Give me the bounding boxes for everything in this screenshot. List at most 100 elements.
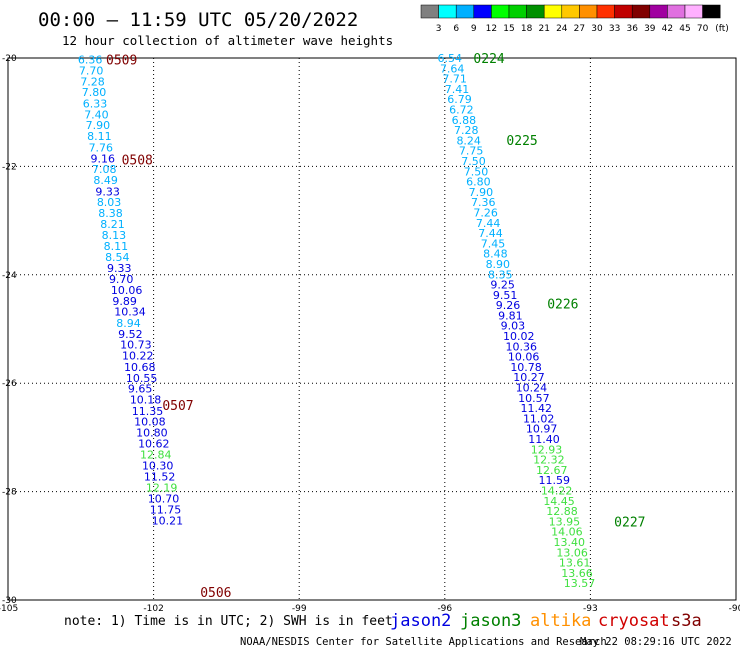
wave-height-label: 10.57 bbox=[518, 392, 550, 405]
legend-cryosat: cryosat bbox=[598, 611, 670, 631]
wave-height-label: 9.33 bbox=[95, 185, 120, 198]
color-swatch bbox=[473, 4, 492, 19]
wave-height-label: 10.70 bbox=[148, 493, 180, 506]
color-scale-tick: 12 bbox=[486, 24, 497, 34]
wave-height-label: 10.80 bbox=[136, 427, 168, 440]
footer-timestamp: May 22 08:29:16 UTC 2022 bbox=[580, 636, 732, 648]
color-scale-tick: 45 bbox=[679, 24, 690, 34]
wave-height-label: 9.81 bbox=[498, 309, 522, 322]
wave-height-label: 8.11 bbox=[104, 240, 128, 253]
wave-height-label: 14.22 bbox=[541, 485, 573, 498]
wave-height-label: 10.73 bbox=[120, 339, 152, 352]
wave-height-label: 10.55 bbox=[126, 372, 158, 385]
wave-height-label: 8.49 bbox=[93, 174, 118, 187]
wave-height-label: 11.42 bbox=[521, 402, 553, 415]
color-scale-tick: 9 bbox=[471, 24, 477, 34]
wave-height-label: 7.40 bbox=[84, 108, 109, 121]
wave-height-label: 10.34 bbox=[114, 306, 145, 319]
wave-height-label: 8.11 bbox=[87, 130, 112, 143]
time-label: 0226 bbox=[547, 298, 578, 313]
wave-height-label: 8.24 bbox=[456, 134, 481, 147]
color-scale-tick: 36 bbox=[626, 24, 638, 34]
wave-height-label: 8.48 bbox=[483, 248, 508, 261]
time-label: 0509 bbox=[106, 54, 137, 69]
wave-height-label: 14.06 bbox=[551, 526, 583, 539]
color-swatch bbox=[579, 4, 598, 19]
wave-height-label: 6.54 bbox=[438, 52, 463, 65]
wave-height-label: 7.76 bbox=[89, 141, 114, 154]
color-scale-tick: 27 bbox=[574, 24, 585, 34]
wave-height-label: 10.68 bbox=[124, 361, 155, 374]
color-scale-tick: 18 bbox=[521, 24, 533, 34]
wave-height-label: 7.28 bbox=[80, 75, 105, 88]
wave-height-label: 8.21 bbox=[100, 218, 125, 231]
wave-height-label: 6.79 bbox=[447, 93, 472, 106]
wave-height-label: 9.65 bbox=[128, 383, 153, 396]
color-swatch bbox=[631, 4, 651, 19]
wave-height-label: 8.13 bbox=[102, 229, 127, 242]
wave-height-label: 8.54 bbox=[105, 251, 130, 264]
wave-height-label: 10.21 bbox=[152, 514, 184, 527]
wave-height-label: 6.33 bbox=[83, 98, 108, 111]
color-scale-tick: 15 bbox=[503, 24, 514, 34]
wave-height-label: 7.44 bbox=[478, 227, 503, 240]
wave-height-label: 7.41 bbox=[445, 83, 470, 96]
wave-height-label: 7.70 bbox=[79, 64, 104, 77]
chart-title: 00:00 – 11:59 UTC 05/20/2022 bbox=[38, 9, 358, 31]
color-swatch bbox=[526, 4, 545, 19]
wave-height-label: 13.40 bbox=[554, 536, 586, 549]
legend-altika: altika bbox=[530, 611, 591, 631]
wave-height-label: 12.88 bbox=[546, 505, 578, 518]
wave-height-label: 10.06 bbox=[508, 351, 539, 364]
wave-height-label: 13.95 bbox=[549, 515, 581, 528]
color-swatch bbox=[684, 4, 703, 19]
color-swatch bbox=[491, 4, 510, 19]
time-label: 0225 bbox=[506, 134, 537, 149]
wave-height-label: 10.97 bbox=[526, 423, 558, 436]
chart-subtitle: 12 hour collection of altimeter wave hei… bbox=[62, 33, 393, 48]
wave-height-label: 11.59 bbox=[538, 474, 570, 487]
color-scale-tick: 30 bbox=[591, 24, 603, 34]
y-tick-label: -22 bbox=[2, 162, 17, 172]
color-swatch bbox=[667, 4, 686, 19]
plot-frame bbox=[7, 57, 737, 601]
wave-height-label: 6.36 bbox=[78, 54, 103, 67]
wave-height-label: 14.45 bbox=[543, 495, 575, 508]
wave-height-label: 13.61 bbox=[559, 557, 591, 570]
color-scale-tick: 21 bbox=[538, 24, 549, 34]
wave-height-label: 10.22 bbox=[122, 350, 154, 363]
color-scale-tick: 24 bbox=[556, 24, 568, 34]
wave-height-label: 7.50 bbox=[464, 165, 489, 178]
color-swatch bbox=[614, 4, 633, 19]
x-tick-label: -102 bbox=[143, 604, 163, 614]
legend-jason2: jason2 bbox=[390, 611, 451, 631]
color-swatch bbox=[455, 4, 475, 19]
wave-height-label: 9.25 bbox=[490, 279, 515, 292]
y-tick-label: -20 bbox=[2, 54, 17, 64]
wave-height-label: 7.90 bbox=[86, 119, 111, 132]
wave-height-label: 6.80 bbox=[466, 176, 491, 189]
color-swatch bbox=[420, 4, 439, 19]
legend-jason3: jason3 bbox=[460, 611, 521, 631]
wave-height-label: 8.94 bbox=[116, 317, 141, 330]
axis-ticks: -105 -102 -99 -96 -93 -90 -20 -22 -24 -26 -28 -30 bbox=[0, 54, 740, 614]
wave-height-label: 6.72 bbox=[449, 103, 474, 116]
wave-height-label: 9.52 bbox=[118, 328, 143, 341]
color-scale-tick: 42 bbox=[662, 24, 673, 34]
x-tick-label: -105 bbox=[0, 604, 18, 614]
series-jason3: 6.547.647.717.416.796.726.887.288.247.75… bbox=[438, 52, 646, 590]
wave-height-label: 7.64 bbox=[440, 62, 465, 75]
color-swatch bbox=[561, 4, 580, 19]
satellite-legend: jason2 jason3 altika cryosat s3a bbox=[390, 611, 702, 631]
wave-height-label: 10.18 bbox=[130, 393, 162, 406]
color-scale-tick: 70 bbox=[697, 24, 709, 34]
wave-height-label: 10.36 bbox=[505, 340, 537, 353]
wave-height-label: 8.03 bbox=[97, 196, 122, 209]
wave-height-label: 7.71 bbox=[442, 73, 467, 86]
wave-height-label: 11.52 bbox=[144, 470, 176, 483]
color-scale-tick: 33 bbox=[609, 24, 620, 34]
color-scale-unit: (ft) bbox=[715, 24, 729, 34]
wave-height-label: 7.45 bbox=[481, 237, 506, 250]
x-tick-label: -93 bbox=[583, 604, 598, 614]
